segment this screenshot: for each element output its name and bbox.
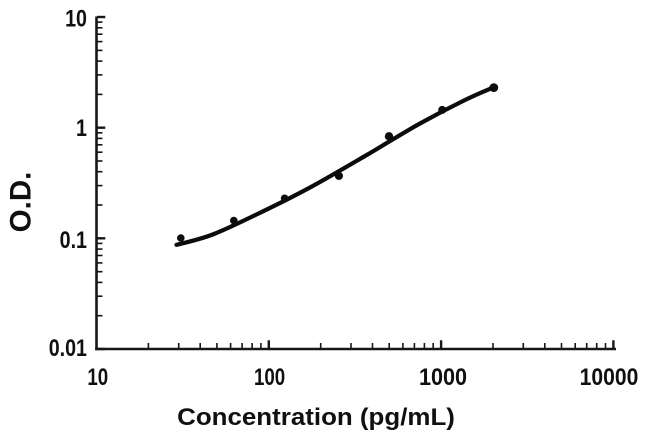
svg-text:Concentration (pg/mL): Concentration (pg/mL) xyxy=(177,404,455,431)
svg-text:0.01: 0.01 xyxy=(49,334,87,361)
svg-text:1: 1 xyxy=(76,114,87,141)
svg-text:0.1: 0.1 xyxy=(60,226,87,253)
svg-text:O.D.: O.D. xyxy=(5,172,38,233)
svg-text:10000: 10000 xyxy=(580,364,639,391)
svg-text:1000: 1000 xyxy=(419,363,467,390)
svg-text:100: 100 xyxy=(254,364,285,391)
svg-text:10: 10 xyxy=(87,364,108,391)
svg-text:10: 10 xyxy=(65,4,87,31)
